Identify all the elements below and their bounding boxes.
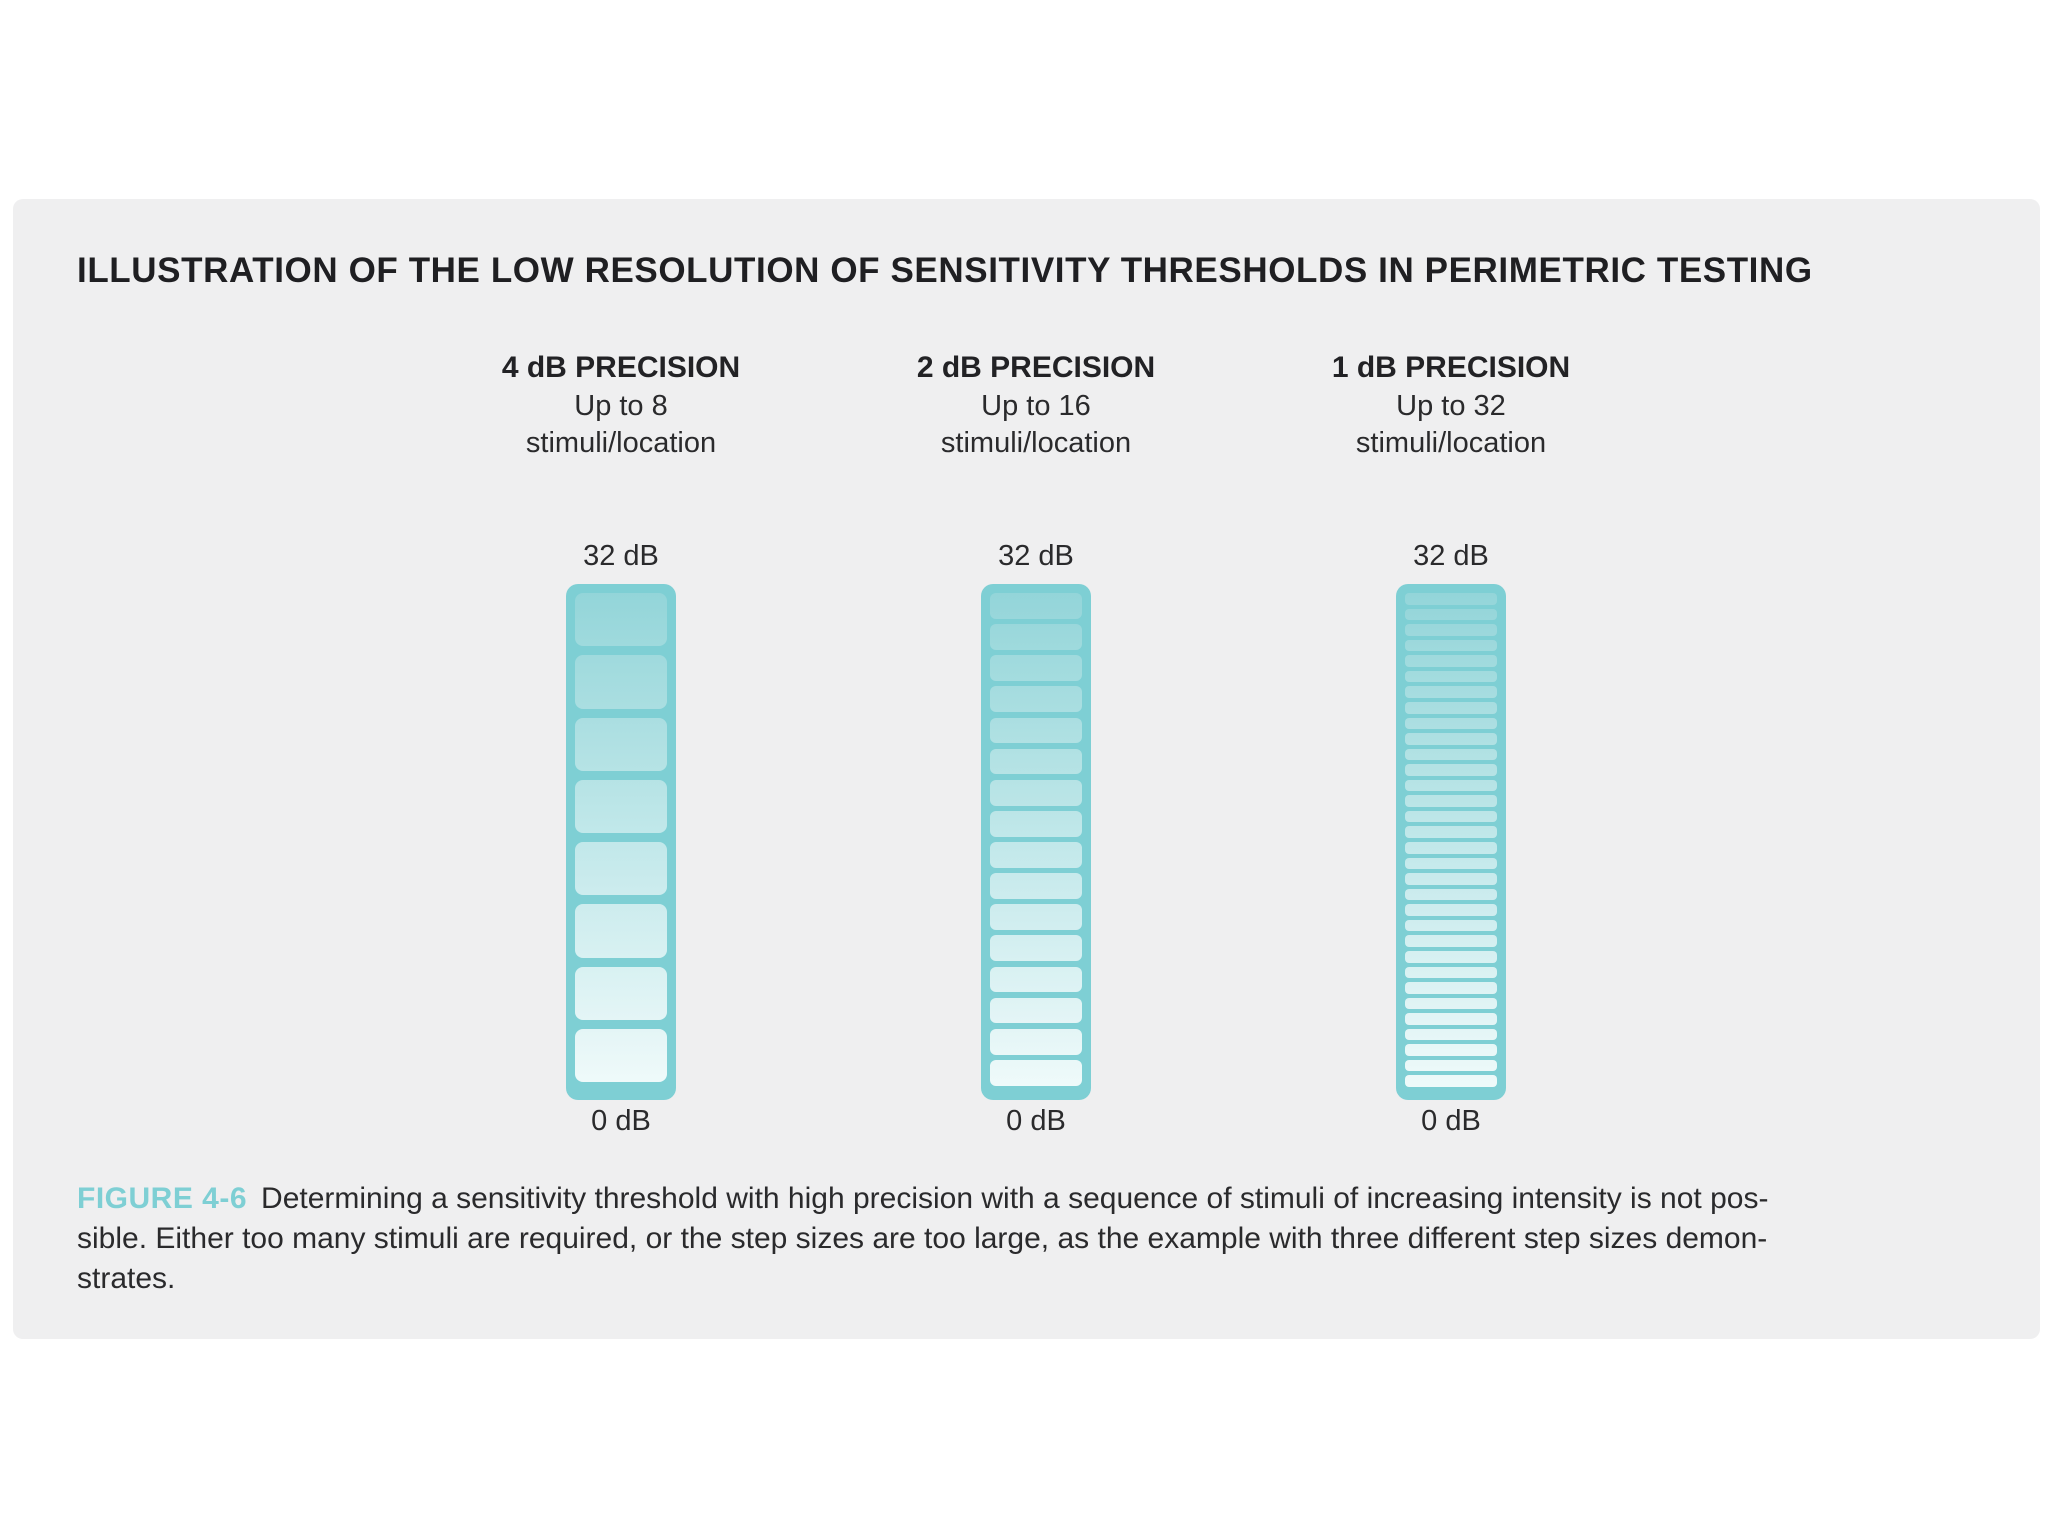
stimulus-step — [990, 624, 1082, 650]
stimulus-step — [990, 1028, 1082, 1055]
figure-panel: ILLUSTRATION OF THE LOW RESOLUTION OF SE… — [13, 199, 2040, 1339]
column-subtitle: Up to 8 stimuli/location — [411, 388, 831, 462]
stimulus-step — [575, 593, 667, 647]
scale-max-label: 32 dB — [1413, 540, 1489, 572]
stimulus-step — [1405, 873, 1497, 885]
step-bar-2db — [981, 584, 1091, 1100]
caption-text-line3: strates. — [77, 1262, 176, 1295]
column-heading: 1 dB PRECISION — [1331, 351, 1571, 384]
stimulus-step — [990, 779, 1082, 806]
scale-max-label: 32 dB — [583, 540, 659, 572]
stimulus-step — [1405, 904, 1497, 916]
caption-text-line2: sible. Either too many stimuli are requi… — [77, 1222, 1768, 1255]
figure-caption: FIGURE 4-6 Determining a sensitivity thre… — [77, 1179, 1997, 1299]
stimulus-step — [575, 904, 667, 958]
stimulus-step — [1405, 686, 1497, 698]
step-bar-1db — [1396, 584, 1506, 1100]
stimulus-step — [1405, 919, 1497, 932]
stimulus-step — [1405, 733, 1497, 745]
column-subtitle-line1: Up to 16 — [981, 390, 1091, 422]
column-subtitle: Up to 16 stimuli/location — [826, 388, 1246, 462]
stimulus-step — [990, 1059, 1082, 1086]
stimulus-step — [1405, 888, 1497, 901]
stimulus-step — [575, 779, 667, 833]
stimulus-step — [1405, 795, 1497, 807]
stimulus-step — [1405, 1044, 1497, 1056]
stimulus-step — [990, 935, 1082, 962]
stimulus-step — [575, 842, 667, 896]
stimulus-step — [1405, 655, 1497, 667]
stimulus-step — [1405, 593, 1497, 605]
stimulus-step — [1405, 1075, 1497, 1087]
stimulus-step — [990, 810, 1082, 837]
stimulus-step — [1405, 1028, 1497, 1041]
stimulus-step — [990, 997, 1082, 1024]
stimulus-step — [1405, 950, 1497, 963]
scale-min-label: 0 dB — [1421, 1105, 1481, 1137]
step-bar-4db — [566, 584, 676, 1100]
stimulus-step — [1405, 826, 1497, 838]
stimulus-step — [1405, 966, 1497, 979]
stimulus-step — [990, 966, 1082, 993]
stimulus-step — [1405, 608, 1497, 621]
stimulus-step — [575, 655, 667, 709]
column-subtitle-line2: stimuli/location — [525, 427, 717, 459]
stimulus-step — [575, 966, 667, 1020]
column-subtitle-line2: stimuli/location — [1355, 427, 1547, 459]
stimulus-step — [1405, 639, 1497, 652]
stimulus-step — [990, 842, 1082, 868]
stimulus-step — [990, 655, 1082, 682]
stimulus-step — [990, 593, 1082, 619]
stimulus-step — [1405, 810, 1497, 823]
stimulus-step — [1405, 779, 1497, 792]
stimulus-step — [1405, 717, 1497, 730]
stimulus-step — [575, 717, 667, 771]
scale-min-label: 0 dB — [591, 1105, 651, 1137]
caption-text-line1: Determining a sensitivity threshold with… — [261, 1182, 1769, 1215]
stimulus-step — [1405, 842, 1497, 854]
stimulus-step — [990, 904, 1082, 931]
column-heading: 4 dB PRECISION — [501, 351, 741, 384]
column-heading: 2 dB PRECISION — [916, 351, 1156, 384]
stimulus-step — [1405, 748, 1497, 761]
stimulus-step — [990, 748, 1082, 775]
column-subtitle-line2: stimuli/location — [940, 427, 1132, 459]
stimulus-step — [1405, 701, 1497, 714]
stimulus-step — [575, 1028, 667, 1082]
figure-number: FIGURE 4-6 — [77, 1182, 248, 1215]
stimulus-step — [990, 686, 1082, 713]
stimulus-step — [1405, 670, 1497, 683]
column-subtitle-line1: Up to 8 — [574, 390, 668, 422]
column-subtitle-line1: Up to 32 — [1396, 390, 1506, 422]
stimulus-step — [1405, 997, 1497, 1010]
stimulus-step — [990, 717, 1082, 744]
figure-title: ILLUSTRATION OF THE LOW RESOLUTION OF SE… — [77, 251, 1813, 290]
column-subtitle: Up to 32 stimuli/location — [1241, 388, 1661, 462]
stimulus-step — [1405, 935, 1497, 947]
stimulus-step — [1405, 764, 1497, 776]
stimulus-step — [1405, 982, 1497, 994]
scale-max-label: 32 dB — [998, 540, 1074, 572]
stimulus-step — [990, 873, 1082, 899]
stimulus-step — [1405, 1013, 1497, 1025]
stimulus-step — [1405, 857, 1497, 870]
stimulus-step — [1405, 624, 1497, 636]
scale-min-label: 0 dB — [1006, 1105, 1066, 1137]
stimulus-step — [1405, 1059, 1497, 1072]
